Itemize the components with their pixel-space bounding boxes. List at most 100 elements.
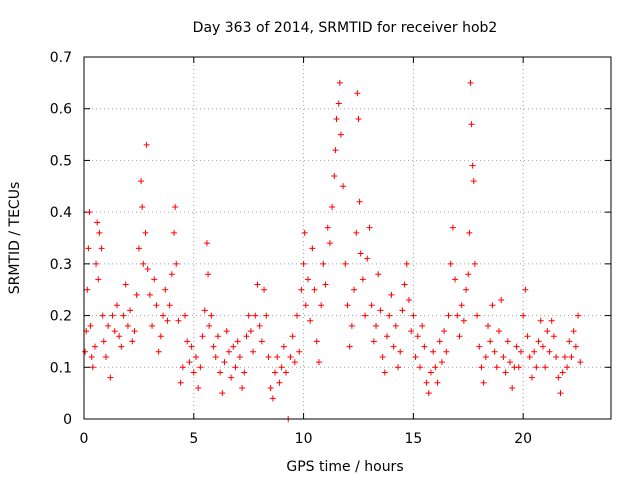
data-point (421, 343, 428, 350)
data-point (186, 359, 193, 366)
data-point (362, 312, 369, 319)
data-point (460, 317, 467, 324)
data-point (267, 384, 274, 391)
data-point (300, 260, 307, 267)
data-point (381, 369, 388, 376)
data-point (458, 302, 465, 309)
data-point (206, 322, 213, 329)
data-point (93, 260, 100, 267)
data-point (399, 307, 406, 314)
data-point (416, 364, 423, 371)
data-point (293, 312, 300, 319)
data-point (526, 353, 533, 360)
data-point (140, 260, 147, 267)
data-point (111, 328, 118, 335)
data-point (212, 353, 219, 360)
x-tick-label-0: 0 (80, 431, 89, 447)
data-point (261, 286, 268, 293)
data-point (311, 286, 318, 293)
data-point (296, 348, 303, 355)
data-point (553, 353, 560, 360)
data-point (320, 260, 327, 267)
data-point (272, 369, 279, 376)
data-point (575, 312, 582, 319)
data-point (172, 203, 179, 210)
plot-frame (83, 56, 612, 420)
data-point (324, 224, 331, 231)
data-point (517, 348, 524, 355)
data-point (447, 260, 454, 267)
data-point (340, 183, 347, 190)
data-point (326, 240, 333, 247)
data-point (223, 328, 230, 335)
data-point (443, 348, 450, 355)
data-point (410, 312, 417, 319)
data-point (98, 245, 105, 252)
data-point (419, 322, 426, 329)
data-point (348, 322, 355, 329)
data-point (241, 369, 248, 376)
data-point (555, 374, 562, 381)
data-point (254, 281, 261, 288)
data-point (139, 203, 146, 210)
data-point (155, 348, 162, 355)
data-point (550, 333, 557, 340)
data-point (544, 328, 551, 335)
data-point (329, 203, 336, 210)
data-point (356, 198, 363, 205)
data-point (498, 297, 505, 304)
data-point (252, 312, 259, 319)
x-tick-label-2: 10 (295, 431, 313, 447)
data-point (149, 322, 156, 329)
data-point (120, 312, 127, 319)
grid-lines (84, 57, 611, 419)
data-point (133, 291, 140, 298)
data-point (91, 343, 98, 350)
data-point (131, 328, 138, 335)
data-point (546, 348, 553, 355)
data-point (256, 322, 263, 329)
data-point (164, 317, 171, 324)
data-point (309, 245, 316, 252)
data-point (118, 343, 125, 350)
data-point (354, 90, 361, 97)
data-point (491, 348, 498, 355)
data-point (542, 364, 549, 371)
data-point (452, 276, 459, 283)
y-tick-label-0: 0 (63, 412, 72, 428)
data-point (482, 353, 489, 360)
data-point (102, 353, 109, 360)
data-point (245, 312, 252, 319)
data-point (243, 333, 250, 340)
data-point (454, 312, 461, 319)
data-point (258, 338, 265, 345)
y-tick-label-3: 0.3 (50, 257, 72, 273)
data-point (384, 333, 391, 340)
data-point (157, 333, 164, 340)
data-point (496, 328, 503, 335)
data-point (373, 322, 380, 329)
data-point (195, 384, 202, 391)
data-point (489, 302, 496, 309)
chart-title: Day 363 of 2014, SRMTID for receiver hob… (193, 20, 498, 36)
data-point (368, 302, 375, 309)
data-point (390, 343, 397, 350)
data-point (162, 286, 169, 293)
data-point (427, 369, 434, 376)
data-point (509, 384, 516, 391)
data-point (129, 338, 136, 345)
data-point (480, 379, 487, 386)
data-point (359, 276, 366, 283)
data-point (337, 131, 344, 138)
data-point (478, 364, 485, 371)
data-point (568, 353, 575, 360)
data-point (375, 271, 382, 278)
data-point (166, 302, 173, 309)
data-point (466, 229, 473, 236)
x-axis-ticks: 0 5 10 15 20 (80, 57, 532, 447)
data-point (476, 343, 483, 350)
x-tick-label-3: 15 (404, 431, 422, 447)
data-point (86, 209, 93, 216)
data-point (230, 343, 237, 350)
